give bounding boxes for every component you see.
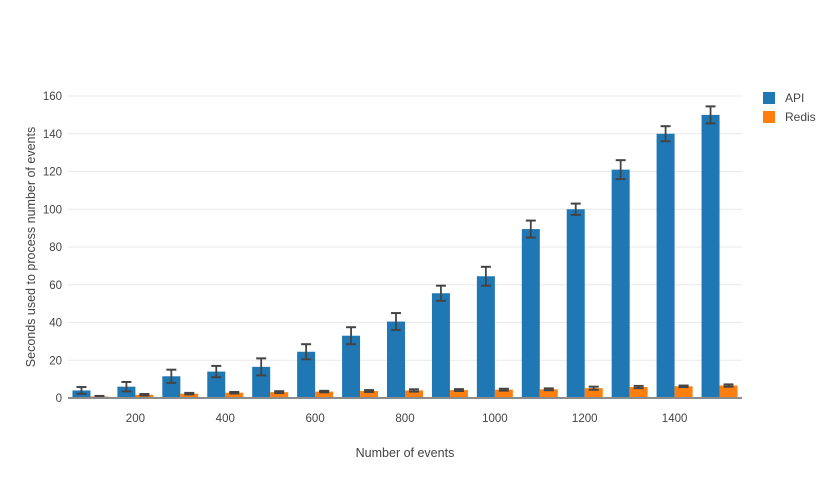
- y-tick-label: 60: [49, 280, 62, 292]
- bar-api-1500[interactable]: [701, 114, 720, 398]
- legend: API Redis: [763, 88, 816, 126]
- x-tick-label: 800: [395, 413, 414, 425]
- y-tick-label: 100: [43, 204, 62, 216]
- x-tick-label: 600: [306, 413, 325, 425]
- x-tick-label: 1400: [662, 413, 688, 425]
- legend-item-api[interactable]: API: [763, 88, 816, 107]
- y-tick-label: 0: [56, 393, 62, 405]
- bar-redis-800[interactable]: [405, 390, 423, 398]
- bar-redis-1200[interactable]: [584, 388, 603, 398]
- y-axis-title: Seconds used to process number of events: [24, 126, 38, 368]
- x-tick-label: 200: [126, 413, 145, 425]
- x-tick-label: 1200: [572, 413, 598, 425]
- bar-redis-500[interactable]: [270, 392, 289, 398]
- bar-api-1300[interactable]: [611, 169, 630, 398]
- bar-redis-900[interactable]: [449, 390, 468, 398]
- bar-api-1400[interactable]: [656, 133, 675, 398]
- bar-api-1200[interactable]: [566, 209, 585, 398]
- legend-label-redis: Redis: [785, 109, 816, 124]
- bar-redis-1000[interactable]: [494, 389, 513, 398]
- y-tick-label: 120: [43, 167, 62, 179]
- bar-api-1000[interactable]: [476, 276, 495, 398]
- bar-api-900[interactable]: [431, 293, 450, 398]
- bar-api-800[interactable]: [387, 321, 405, 398]
- y-tick-label: 160: [43, 91, 62, 103]
- y-tick-label: 140: [43, 129, 62, 141]
- bar-api-300[interactable]: [162, 376, 181, 398]
- x-tick-label: 400: [216, 413, 235, 425]
- y-tick-label: 20: [49, 355, 62, 367]
- x-axis-title: Number of events: [355, 446, 455, 460]
- legend-item-redis[interactable]: Redis: [763, 107, 816, 126]
- bar-redis-1300[interactable]: [629, 387, 648, 398]
- y-tick-label: 40: [49, 318, 62, 330]
- x-tick-label: 1000: [482, 413, 508, 425]
- bar-api-600[interactable]: [297, 351, 316, 398]
- redis-series-swatch: [763, 110, 775, 123]
- bar-redis-700[interactable]: [360, 391, 379, 398]
- legend-label-api: API: [785, 90, 805, 105]
- bar-redis-1100[interactable]: [539, 389, 558, 398]
- bar-redis-600[interactable]: [315, 391, 334, 398]
- y-tick-label: 80: [49, 242, 62, 254]
- bar-api-700[interactable]: [342, 335, 361, 398]
- api-series-swatch: [763, 91, 775, 104]
- bar-api-1100[interactable]: [521, 229, 540, 398]
- bar-redis-300[interactable]: [180, 393, 199, 398]
- bar-redis-1400[interactable]: [674, 386, 693, 398]
- bar-redis-400[interactable]: [225, 392, 244, 398]
- bar-redis-1500[interactable]: [719, 385, 738, 398]
